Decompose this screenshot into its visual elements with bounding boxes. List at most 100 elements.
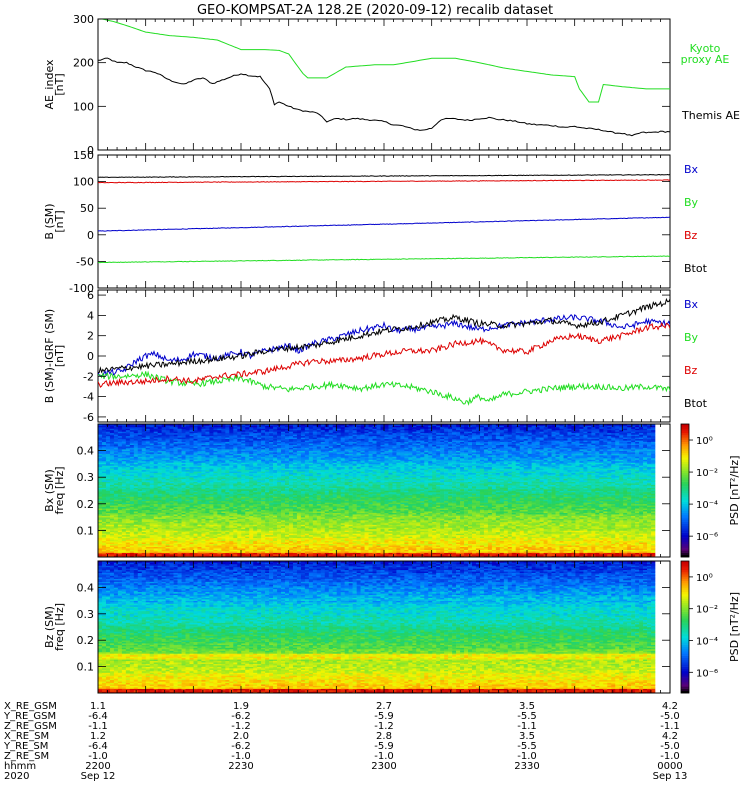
x-axis-row-value: -5.5 (517, 711, 537, 722)
x-axis-row-value: -1.2 (374, 721, 394, 732)
x-axis-row-label: Y_RE_GSM (3, 711, 56, 722)
x-axis-row-value: -1.2 (231, 721, 251, 732)
y-tick-label: -2 (83, 370, 94, 383)
x-axis-row-value: 3.5 (519, 731, 535, 742)
legend-btot: Btot (684, 397, 708, 410)
y-tick-label: 0.2 (77, 634, 95, 647)
x-axis-row-label: X_RE_SM (4, 731, 49, 742)
y-axis-label: AE_index (43, 59, 56, 110)
x-axis-row-value: 1.9 (233, 701, 249, 712)
y-tick-label: 0.1 (77, 661, 95, 674)
x-axis-row-value: -1.1 (660, 721, 680, 732)
y-axis-label: [nT] (53, 210, 66, 232)
y-tick-label: 100 (73, 100, 94, 113)
x-axis-row-value: 4.2 (662, 731, 678, 742)
panel-frame (97, 18, 671, 151)
legend-themis: Themis AE (681, 109, 740, 122)
legend-bx: Bx (684, 298, 699, 311)
x-axis-row-value: -5.9 (374, 711, 394, 722)
x-axis-row-value: -6.2 (231, 711, 251, 722)
x-axis-row-label: Z_RE_SM (4, 751, 49, 762)
x-axis-row-value: 0000 (657, 761, 682, 772)
x-axis-row-value: -5.0 (660, 711, 680, 722)
y-tick-label: 6 (87, 289, 94, 302)
y-tick-label: -100 (69, 282, 94, 295)
y-tick-label: 0 (87, 229, 94, 242)
x-axis-row-value: 2330 (514, 761, 539, 772)
x-axis-row-value: -1.1 (88, 721, 108, 732)
y-tick-label: 2 (87, 330, 94, 343)
colorbar-tick-label: 10⁻⁴ (696, 500, 718, 511)
x-axis-row-value: 1.2 (90, 731, 106, 742)
y-tick-label: 0.3 (77, 608, 95, 621)
x-axis-row-value: -5.5 (517, 741, 537, 752)
x-axis-row-value: 2.0 (233, 731, 249, 742)
x-axis-row-value: Sep 12 (81, 771, 116, 782)
y-tick-label: 300 (73, 13, 94, 26)
x-axis-row-value: -6.2 (231, 741, 251, 752)
x-axis-row-label: X_RE_GSM (4, 701, 57, 712)
series-line-bz (98, 321, 670, 388)
colorbar-label: PSD [nT²/Hz] (728, 592, 741, 662)
x-axis-row-value: 1.1 (90, 701, 106, 712)
y-tick-label: 0 (87, 144, 94, 157)
legend-bx: Bx (684, 163, 699, 176)
series-line-bx (98, 216, 670, 232)
y-tick-label: 0.4 (77, 445, 95, 458)
x-axis-row-value: 3.5 (519, 701, 535, 712)
y-axis-label: Bz (SM) (43, 606, 56, 648)
series-line-bx (98, 314, 670, 377)
y-tick-label: 50 (80, 202, 94, 215)
colorbar-tick-label: 10⁰ (696, 436, 713, 447)
y-tick-label: 200 (73, 57, 94, 70)
y-axis-label: B (SM) (43, 203, 56, 239)
legend-kyoto: Kyoto (690, 42, 721, 55)
panel-bz_spectrogram: 0.10.20.30.4Bz (SM)freq [Hz]10⁰10⁻²10⁻⁴1… (43, 560, 741, 694)
x-axis-row-label: hhmm (4, 761, 36, 772)
x-axis-row-value: -6.4 (88, 741, 108, 752)
y-tick-label: 0.2 (77, 498, 95, 511)
x-axis-row-value: 2200 (85, 761, 110, 772)
series-line-by (98, 370, 670, 406)
x-axis-row-value: 4.2 (662, 701, 678, 712)
legend-by: By (684, 331, 699, 344)
x-axis-row-value: -5.0 (660, 741, 680, 752)
legend-bz: Bz (684, 364, 698, 377)
spectrogram-cells (98, 561, 656, 694)
colorbar-tick-label: 10⁻² (696, 468, 718, 479)
y-axis-label: freq [Hz] (53, 603, 66, 651)
colorbar-label: PSD [nT²/Hz] (728, 455, 741, 525)
x-axis-row-value: -1.0 (374, 751, 394, 762)
x-axis-row-value: 2230 (228, 761, 253, 772)
y-tick-label: -50 (76, 255, 94, 268)
colorbar-tick-label: 10⁻⁶ (696, 668, 718, 679)
y-tick-label: 100 (73, 176, 94, 189)
legend-btot: Btot (684, 262, 708, 275)
y-tick-label: 0.1 (77, 524, 95, 537)
x-axis-row-value: -1.0 (517, 751, 537, 762)
x-axis-row-value: -5.9 (374, 741, 394, 752)
x-axis-row-value: 2.8 (376, 731, 392, 742)
colorbar-tick-label: 10⁻⁶ (696, 532, 718, 543)
colorbar: 10⁰ 10⁻² 10⁻⁴ 10⁻⁶ PSD [nT²/Hz] (680, 560, 741, 694)
series-line-btot (98, 173, 670, 179)
series-line-themis-ae (98, 57, 670, 137)
colorbar: 10⁰ 10⁻² 10⁻⁴ 10⁻⁶ PSD [nT²/Hz] (680, 423, 741, 558)
x-axis-row-value: -1.1 (517, 721, 537, 732)
x-axis-row-value: -6.4 (88, 711, 108, 722)
y-tick-label: -6 (83, 411, 94, 424)
y-axis-label: [nT] (53, 73, 66, 95)
x-axis-row-value: Sep 13 (653, 771, 688, 782)
x-axis-row-label: Z_RE_GSM (4, 721, 57, 732)
panel-bx_spectrogram: 0.10.20.30.4Bx (SM)freq [Hz]10⁰10⁻²10⁻⁴1… (43, 423, 741, 558)
x-axis-row-label: 2020 (4, 771, 29, 782)
panel-b_sm_igrf: -6 -4 -2 0 2 4 6 B (SM)-IGRF (SM)[nT] Bx By Bz Btot (43, 289, 708, 424)
colorbar-tick-label: 10⁻² (696, 605, 718, 616)
x-axis-row-value: 2300 (371, 761, 396, 772)
colorbar-tick-label: 10⁰ (696, 573, 713, 584)
y-axis-label: Bx (SM) (43, 469, 56, 512)
series-line-bz (98, 179, 670, 184)
y-tick-label: -4 (83, 391, 94, 404)
